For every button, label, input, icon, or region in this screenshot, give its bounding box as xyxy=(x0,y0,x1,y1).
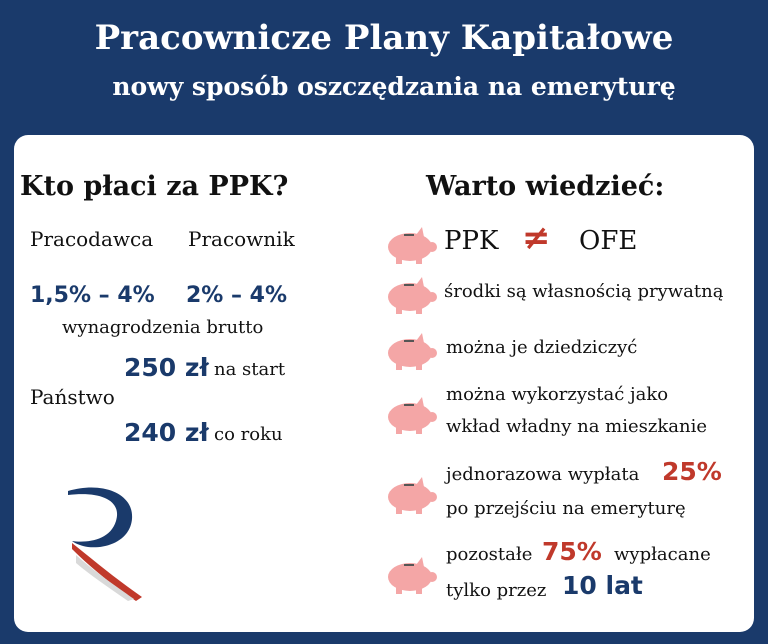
employee-value: 2% – 4% xyxy=(186,283,288,308)
start-amount: 250 zł xyxy=(124,353,209,382)
logo-r xyxy=(68,487,142,601)
fact-payout-line2: po przejściu na emeryturę xyxy=(446,498,686,519)
ofe-label: OFE xyxy=(579,226,638,256)
piggy-bank-icon xyxy=(388,397,437,434)
ppk-label: PPK xyxy=(444,226,499,256)
remaining-percent: 75% xyxy=(542,537,602,566)
payout-percent: 25% xyxy=(662,457,722,486)
fact-remaining-post: wypłacane xyxy=(614,544,711,565)
content-card: Kto płaci za PPK? Pracodawca Pracownik 1… xyxy=(14,135,754,632)
employer-value: 1,5% – 4% xyxy=(30,283,155,308)
page-title: Pracownicze Plany Kapitałowe xyxy=(94,18,674,58)
piggy-bank-icon xyxy=(388,477,437,514)
employer-label: Pracodawca xyxy=(30,227,154,251)
state-label: Państwo xyxy=(30,385,115,409)
piggy-bank-icon xyxy=(388,277,437,314)
page-subtitle: nowy sposób oszczędzania na emeryturę xyxy=(112,72,676,101)
worth-knowing-heading: Warto wiedzieć: xyxy=(426,171,665,202)
salary-note: wynagrodzenia brutto xyxy=(62,317,264,338)
yearly-amount: 240 zł xyxy=(124,418,209,447)
not-equal-icon: ≠ xyxy=(522,218,551,258)
who-pays-heading: Kto płaci za PPK? xyxy=(20,171,289,202)
start-note: na start xyxy=(214,359,286,380)
fact-remaining-line2: tylko przez xyxy=(446,580,547,601)
employee-label: Pracownik xyxy=(188,227,295,251)
piggy-bank-icon xyxy=(388,557,437,594)
fact-housing-line1: można wykorzystać jako xyxy=(446,384,669,405)
piggy-bank-icon xyxy=(388,333,437,370)
payout-years: 10 lat xyxy=(562,571,643,600)
fact-private-property: środki są własnością prywatną xyxy=(444,281,724,302)
yearly-note: co roku xyxy=(214,424,283,445)
fact-payout-line1: jednorazowa wypłata xyxy=(446,464,640,485)
fact-remaining-pre: pozostałe xyxy=(446,544,533,565)
piggy-bank-icon xyxy=(388,227,437,264)
fact-housing-line2: wkład władny na mieszkanie xyxy=(446,416,707,437)
fact-inheritable: można je dziedziczyć xyxy=(446,337,638,358)
